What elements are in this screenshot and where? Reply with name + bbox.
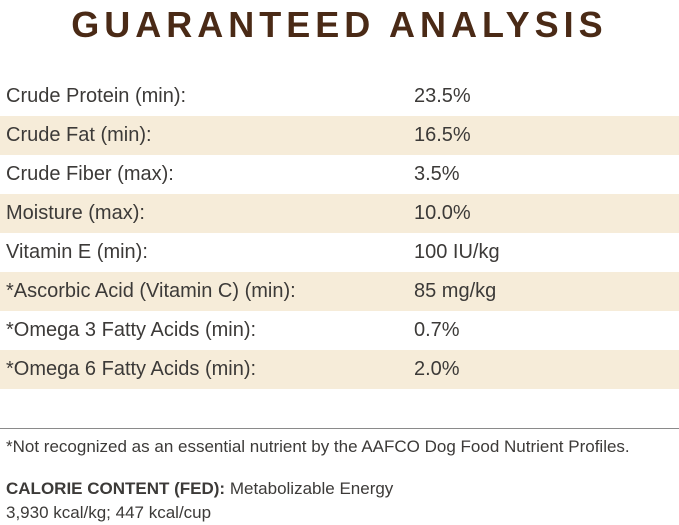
calorie-values: 3,930 kcal/kg; 447 kcal/cup (6, 503, 212, 522)
calorie-content-description: Metabolizable Energy (229, 479, 394, 498)
nutrient-value: 2.0% (414, 358, 460, 380)
table-row: *Omega 3 Fatty Acids (min): 0.7% (0, 311, 679, 350)
table-row: Crude Protein (min): 23.5% (0, 77, 679, 116)
nutrient-label: Vitamin E (min): (6, 241, 148, 263)
nutrient-label: Crude Protein (min): (6, 85, 187, 107)
horizontal-divider (0, 428, 679, 429)
nutrient-label: Crude Fiber (max): (6, 163, 174, 185)
nutrient-value: 3.5% (414, 163, 460, 185)
table-row: *Omega 6 Fatty Acids (min): 2.0% (0, 350, 679, 389)
nutrient-value: 10.0% (414, 202, 471, 224)
analysis-table: Crude Protein (min): 23.5% Crude Fat (mi… (0, 77, 679, 389)
nutrient-label: *Omega 3 Fatty Acids (min): (6, 319, 257, 341)
table-row: Crude Fiber (max): 3.5% (0, 155, 679, 194)
page-title: GUARANTEED ANALYSIS (71, 4, 608, 45)
nutrient-label: *Omega 6 Fatty Acids (min): (6, 358, 257, 380)
nutrient-value: 100 IU/kg (414, 241, 500, 263)
nutrient-value: 85 mg/kg (414, 280, 497, 302)
nutrient-label: *Ascorbic Acid (Vitamin C) (min): (6, 280, 296, 302)
calorie-content-section: CALORIE CONTENT (FED): Metabolizable Ene… (0, 457, 679, 525)
nutrient-label: Crude Fat (min): (6, 124, 152, 146)
table-row: Moisture (max): 10.0% (0, 194, 679, 233)
table-row: Crude Fat (min): 16.5% (0, 116, 679, 155)
table-row: Vitamin E (min): 100 IU/kg (0, 233, 679, 272)
table-row: *Ascorbic Acid (Vitamin C) (min): 85 mg/… (0, 272, 679, 311)
guaranteed-analysis-label: GUARANTEED ANALYSIS Crude Protein (min):… (0, 4, 679, 525)
nutrient-value: 16.5% (414, 124, 471, 146)
nutrient-label: Moisture (max): (6, 202, 145, 224)
nutrient-value: 23.5% (414, 85, 471, 107)
calorie-content-heading: CALORIE CONTENT (FED): (6, 479, 230, 498)
footnote-text: *Not recognized as an essential nutrient… (6, 437, 630, 456)
nutrient-value: 0.7% (414, 319, 460, 341)
